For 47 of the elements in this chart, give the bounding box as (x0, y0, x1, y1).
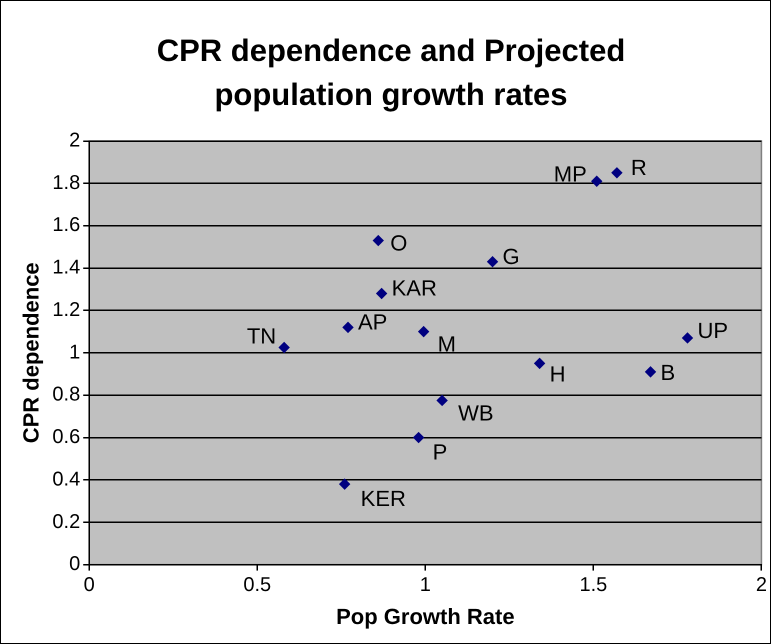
point (278, 342, 290, 354)
x-axis-title: Pop Growth Rate (336, 604, 515, 629)
point (342, 322, 354, 333)
point (418, 326, 430, 338)
annotation: KAR (392, 276, 437, 301)
x-tick-label: 2 (756, 574, 767, 596)
annotation: KER (360, 486, 406, 512)
point (645, 366, 656, 378)
point (487, 256, 498, 268)
annotation: WB (458, 400, 494, 426)
annotation: P (432, 440, 448, 465)
annotation: AP (358, 309, 388, 334)
y-tick-label: 0.4 (52, 468, 80, 490)
point (682, 332, 693, 344)
x-tick-label: 1 (420, 574, 431, 596)
y-axis-title: CPR dependence (18, 262, 44, 444)
point (534, 358, 546, 369)
y-tick-label: 0.8 (52, 384, 80, 406)
annotation: O (390, 230, 408, 256)
annotation: MP (554, 161, 587, 186)
point (413, 432, 424, 444)
y-tick-label: 1.8 (52, 172, 80, 194)
y-tick-label: 1.4 (52, 256, 80, 279)
annotation: H (550, 361, 566, 386)
point (372, 235, 384, 246)
annotation: R (630, 154, 647, 180)
annotation: TN (246, 324, 276, 349)
y-tick-label: 0.6 (52, 426, 80, 448)
y-tick-label: 1.6 (52, 214, 80, 236)
annotation: M (438, 332, 456, 357)
x-tick-label: 1.5 (579, 574, 608, 596)
y-tick-label: 0 (69, 553, 80, 576)
annotation: UP (697, 318, 728, 344)
annotation: B (660, 360, 676, 385)
point (591, 176, 602, 187)
y-tick-label: 0.2 (52, 510, 80, 533)
point (611, 167, 622, 178)
point (376, 288, 388, 299)
chart-title: CPR dependence and Projected population growth rates (156, 32, 626, 114)
annotation: G (502, 244, 520, 269)
y-tick-label: 2 (69, 130, 80, 152)
x-tick-label: 0 (84, 574, 95, 596)
point (436, 394, 448, 406)
point (339, 478, 350, 490)
y-tick-label: 1 (69, 341, 80, 364)
y-tick-label: 1.2 (52, 298, 80, 321)
x-tick-label: 0.5 (243, 574, 272, 596)
